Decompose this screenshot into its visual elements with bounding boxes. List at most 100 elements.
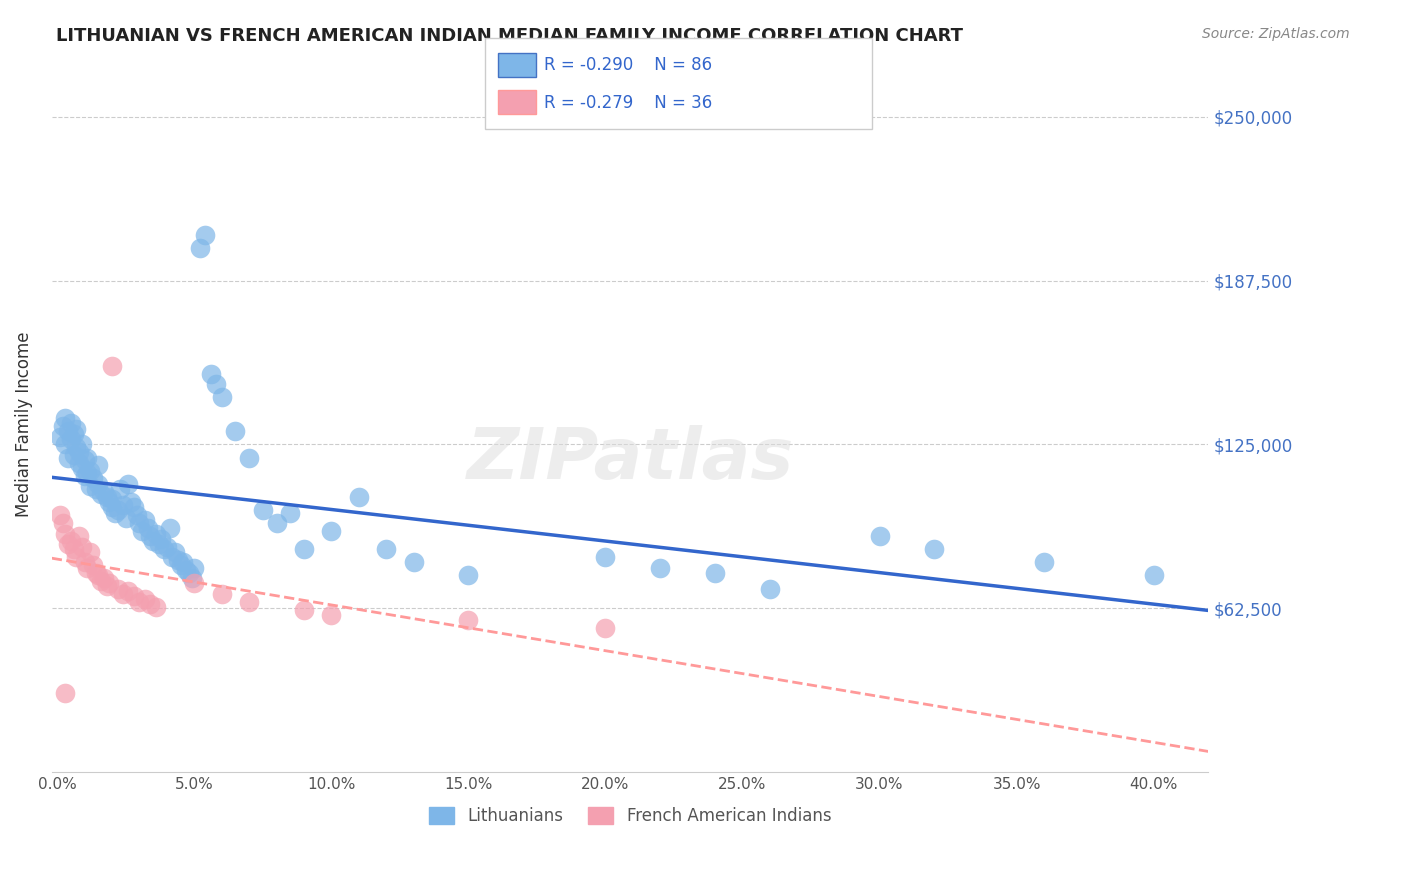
Point: [84, 566, 107, 580]
Point: [70, 461, 93, 475]
Point: [165, 545, 187, 559]
Point: [93, 571, 115, 585]
Point: [98, 576, 121, 591]
Point: [156, 540, 179, 554]
Point: [759, 582, 782, 596]
Point: [117, 584, 139, 599]
Point: [347, 490, 370, 504]
Point: [148, 537, 170, 551]
Point: [211, 587, 233, 601]
Point: [128, 595, 150, 609]
Point: [49, 429, 72, 443]
Point: [169, 558, 191, 572]
Point: [62, 542, 84, 557]
Point: [150, 532, 173, 546]
Point: [87, 458, 110, 473]
Point: [73, 453, 96, 467]
Point: [125, 508, 148, 523]
Text: ZIPatlas: ZIPatlas: [467, 425, 794, 494]
Point: [111, 498, 134, 512]
Point: [704, 566, 727, 580]
Point: [402, 555, 425, 569]
Point: [142, 534, 165, 549]
Legend: Lithuanians, French American Indians: Lithuanians, French American Indians: [420, 798, 839, 833]
Point: [58, 425, 80, 439]
Point: [73, 468, 96, 483]
Point: [205, 377, 228, 392]
Point: [238, 450, 260, 465]
Point: [79, 545, 101, 559]
Point: [869, 529, 891, 543]
Point: [65, 422, 87, 436]
Point: [177, 566, 200, 580]
Point: [55, 437, 77, 451]
Point: [139, 597, 162, 611]
Point: [153, 542, 176, 557]
Point: [375, 542, 398, 557]
Point: [110, 482, 132, 496]
Point: [188, 241, 211, 255]
Point: [252, 503, 274, 517]
Point: [924, 542, 946, 557]
Point: [70, 540, 93, 554]
Point: [159, 521, 181, 535]
Point: [595, 550, 617, 565]
Text: Source: ZipAtlas.com: Source: ZipAtlas.com: [1202, 27, 1350, 41]
Point: [58, 537, 80, 551]
Text: R = -0.290    N = 86: R = -0.290 N = 86: [544, 56, 713, 74]
Point: [134, 513, 156, 527]
Point: [52, 516, 75, 530]
Y-axis label: Median Family Income: Median Family Income: [15, 332, 32, 517]
Point: [107, 582, 129, 596]
Point: [52, 419, 75, 434]
Point: [122, 500, 145, 515]
Point: [84, 482, 107, 496]
Point: [321, 607, 343, 622]
Point: [180, 571, 202, 585]
Point: [111, 587, 134, 601]
Point: [79, 464, 101, 478]
Point: [162, 550, 184, 565]
Point: [457, 568, 479, 582]
Point: [292, 602, 315, 616]
Point: [67, 456, 90, 470]
Point: [55, 526, 77, 541]
Point: [595, 621, 617, 635]
Point: [183, 576, 205, 591]
Point: [65, 440, 87, 454]
Point: [82, 471, 104, 485]
Point: [266, 516, 288, 530]
Point: [117, 476, 139, 491]
Point: [172, 555, 194, 569]
Point: [90, 574, 112, 588]
Point: [101, 500, 124, 515]
Point: [145, 599, 167, 614]
Text: R = -0.279    N = 36: R = -0.279 N = 36: [544, 94, 713, 112]
Point: [292, 542, 315, 557]
Point: [90, 487, 112, 501]
Point: [87, 568, 110, 582]
Point: [120, 495, 142, 509]
Point: [145, 526, 167, 541]
Point: [55, 411, 77, 425]
Point: [62, 448, 84, 462]
Text: LITHUANIAN VS FRENCH AMERICAN INDIAN MEDIAN FAMILY INCOME CORRELATION CHART: LITHUANIAN VS FRENCH AMERICAN INDIAN MED…: [56, 27, 963, 45]
Point: [1143, 568, 1166, 582]
Point: [55, 686, 77, 700]
Point: [58, 450, 80, 465]
Point: [65, 550, 87, 565]
Point: [183, 560, 205, 574]
Point: [62, 426, 84, 441]
Point: [59, 432, 82, 446]
Point: [49, 508, 72, 523]
Point: [114, 510, 136, 524]
Point: [139, 529, 162, 543]
Point: [1033, 555, 1056, 569]
Point: [70, 437, 93, 451]
Point: [87, 476, 110, 491]
Point: [59, 534, 82, 549]
Point: [101, 492, 124, 507]
Point: [194, 227, 217, 242]
Point: [67, 445, 90, 459]
Point: [224, 425, 246, 439]
